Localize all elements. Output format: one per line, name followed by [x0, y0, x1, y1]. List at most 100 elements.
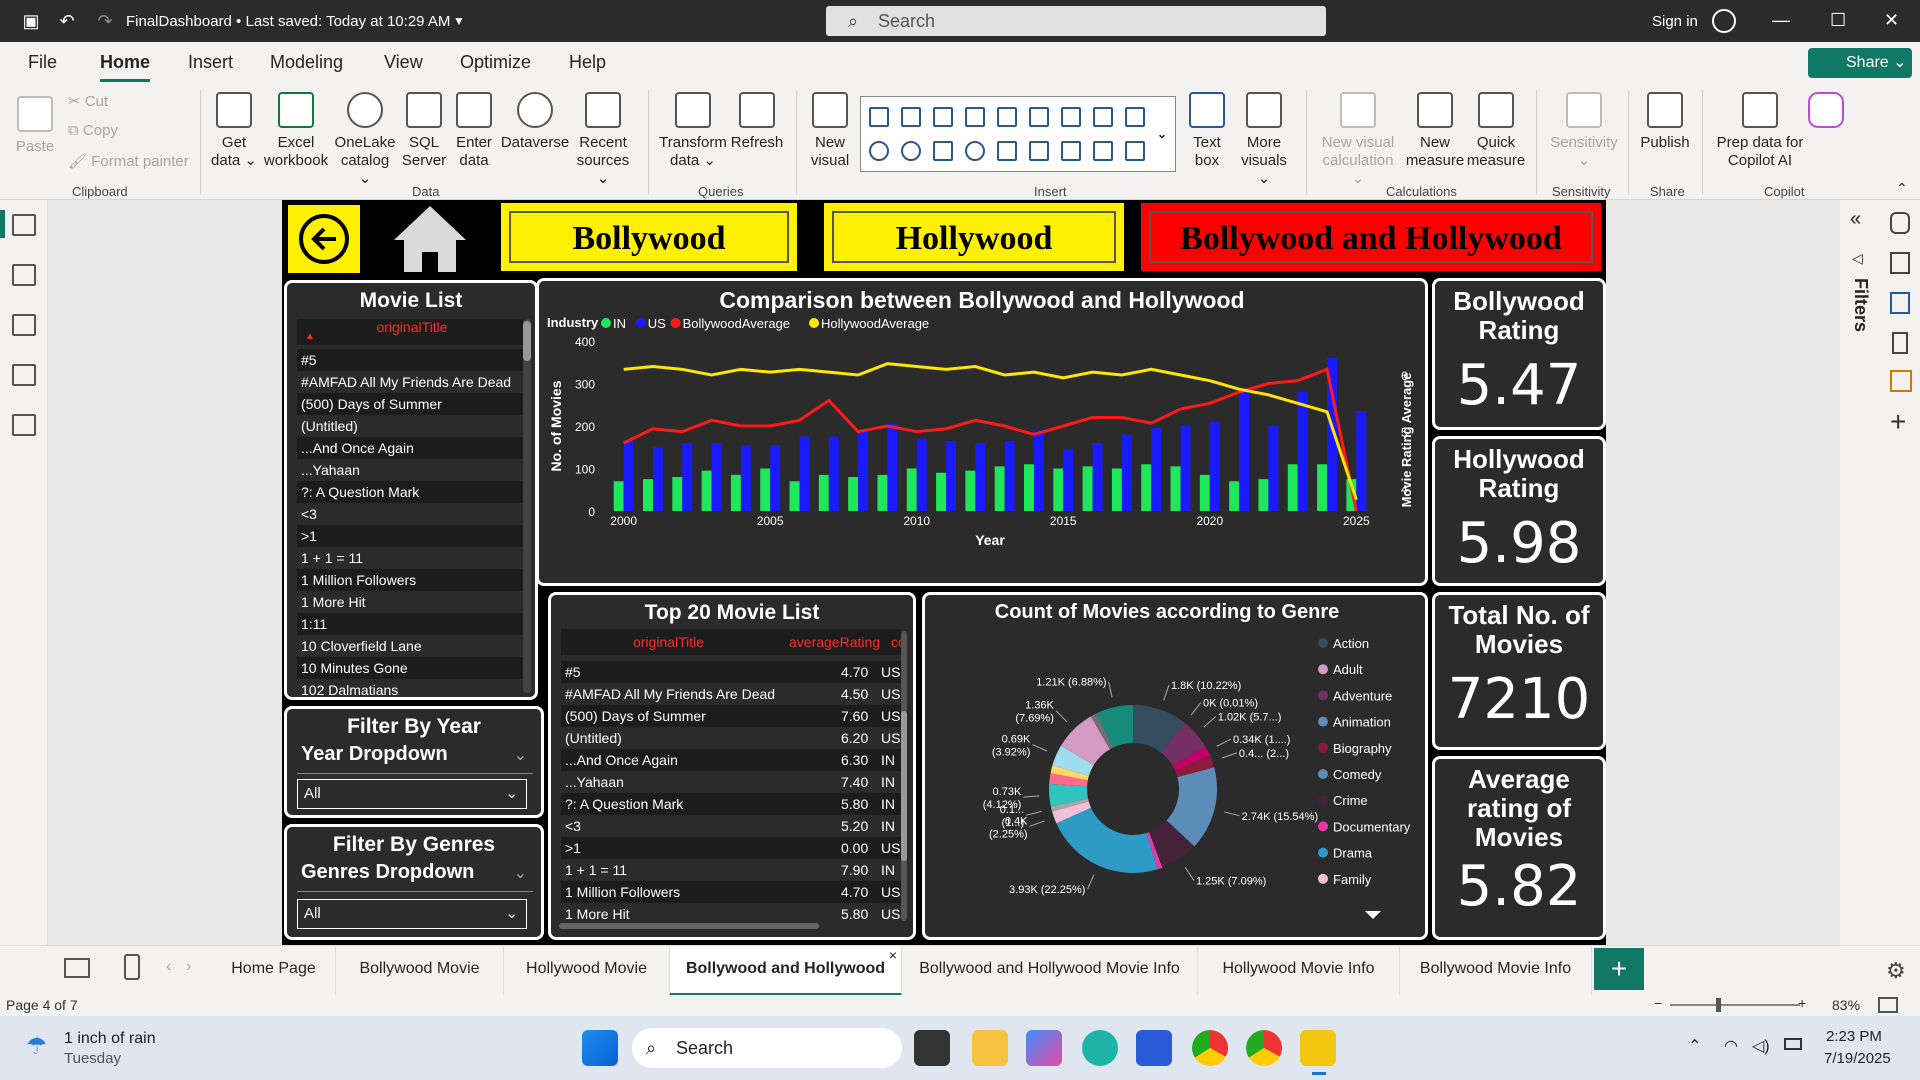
copilot-taskbar-icon[interactable]: [1026, 1030, 1062, 1066]
redo-icon[interactable]: ↷: [97, 11, 113, 31]
card-icon[interactable]: [1029, 141, 1049, 161]
movie-list[interactable]: #5 #AMFAD All My Friends Are Dead (500) Da…: [297, 349, 527, 697]
selection-pane-icon[interactable]: [1890, 370, 1912, 392]
fit-to-page-icon[interactable]: [1878, 997, 1898, 1013]
publish-button[interactable]: Publish: [1636, 92, 1694, 152]
table-row[interactable]: (500) Days of Summer 7.60 US: [561, 705, 901, 727]
copy-button[interactable]: ⧉ Copy: [68, 122, 118, 139]
table-row[interactable]: 1 More Hit 5.80 US: [561, 903, 901, 925]
list-item[interactable]: ?: A Question Mark: [297, 481, 527, 503]
slicer-icon[interactable]: [1061, 141, 1081, 161]
tab-bollywood-movie-info[interactable]: Bollywood Movie Info: [1400, 946, 1592, 996]
donut-chart-icon[interactable]: [901, 141, 921, 161]
avatar[interactable]: [1712, 9, 1736, 33]
filters-pane-toggle[interactable]: Filters: [1851, 278, 1871, 333]
zoom-in-icon[interactable]: +: [1798, 995, 1807, 1011]
new-visual-button[interactable]: New visual: [806, 92, 854, 170]
tab-bollywood-and-hollywood[interactable]: Bollywood and Hollywood ×: [670, 946, 902, 996]
add-page-button[interactable]: +: [1594, 948, 1644, 990]
undo-icon[interactable]: ↶: [59, 11, 75, 31]
desktop-layout-icon[interactable]: [64, 958, 90, 978]
model-view-icon[interactable]: [12, 314, 36, 336]
list-item[interactable]: 1 Million Followers: [297, 569, 527, 591]
menu-help[interactable]: Help: [569, 52, 607, 72]
minimize-icon[interactable]: —: [1772, 10, 1790, 30]
menu-home[interactable]: Home: [100, 52, 151, 82]
list-item[interactable]: (Untitled): [297, 415, 527, 437]
paste-button[interactable]: Paste: [12, 96, 58, 156]
menu-insert[interactable]: Insert: [188, 52, 234, 72]
stacked-bar-100-icon[interactable]: [997, 107, 1017, 127]
col-header-title[interactable]: originalTitle: [633, 634, 705, 650]
list-item[interactable]: 1 + 1 = 11: [297, 547, 527, 569]
bollywood-nav-button[interactable]: Bollywood: [498, 200, 800, 274]
excel-workbook-button[interactable]: Excel workbook: [260, 92, 332, 170]
zoom-level[interactable]: 83%: [1832, 997, 1861, 1013]
data-pane-icon[interactable]: [1890, 212, 1910, 234]
table-row[interactable]: ...Yahaan 7.40 IN: [561, 771, 901, 793]
clustered-bar-icon[interactable]: [933, 107, 953, 127]
table-visual-icon[interactable]: [1093, 141, 1113, 161]
list-item[interactable]: <3: [297, 503, 527, 525]
sensitivity-button[interactable]: Sensitivity ⌄: [1544, 92, 1624, 170]
list-item[interactable]: #AMFAD All My Friends Are Dead: [297, 371, 527, 393]
col-header-rating[interactable]: averageRating: [789, 634, 881, 650]
onelake-catalog-button[interactable]: OneLake catalog ⌄: [334, 92, 396, 188]
year-dropdown[interactable]: All ⌄: [297, 779, 527, 809]
bollywood-and-hollywood-nav-button[interactable]: Bollywood and Hollywood: [1138, 200, 1604, 274]
list-item[interactable]: 1:11: [297, 613, 527, 635]
line-chart-icon[interactable]: [1061, 107, 1081, 127]
stacked-column-icon[interactable]: [901, 107, 921, 127]
clustered-column-icon[interactable]: [965, 107, 985, 127]
close-icon[interactable]: ✕: [1884, 10, 1900, 30]
donut-chart[interactable]: 1.8K (10.22%) 0K (0.01%) 1.02K (5.7...) 0.3…: [925, 627, 1425, 937]
menu-view[interactable]: View: [384, 52, 423, 72]
visual-gallery[interactable]: ⌄: [860, 96, 1176, 172]
table-row[interactable]: 1 + 1 = 11 7.90 IN: [561, 859, 901, 881]
dataverse-button[interactable]: Dataverse: [500, 92, 570, 152]
visualizations-pane-icon[interactable]: [1890, 252, 1910, 274]
stacked-bar-icon[interactable]: [869, 107, 889, 127]
new-measure-button[interactable]: New measure: [1404, 92, 1466, 170]
transform-data-button[interactable]: Transform data ⌄: [658, 92, 728, 170]
wifi-icon[interactable]: ◠: [1724, 1038, 1738, 1055]
list-item[interactable]: ...Yahaan: [297, 459, 527, 481]
show-hidden-icons[interactable]: ⌃: [1688, 1038, 1702, 1055]
treemap-icon[interactable]: [933, 141, 953, 161]
chrome-profile-icon[interactable]: [1246, 1030, 1282, 1066]
weather-text[interactable]: 1 inch of rain: [64, 1030, 156, 1047]
clock-time[interactable]: 2:23 PM: [1826, 1028, 1882, 1045]
pie-chart-icon[interactable]: [869, 141, 889, 161]
table-row[interactable]: (Untitled) 6.20 US: [561, 727, 901, 749]
quick-measure-button[interactable]: Quick measure: [1466, 92, 1526, 170]
report-view-icon[interactable]: [12, 214, 36, 236]
tab-home-page[interactable]: Home Page: [212, 946, 336, 996]
share-button[interactable]: Share ⌄: [1808, 48, 1912, 78]
vertical-scrollbar[interactable]: [901, 631, 907, 921]
copilot-button[interactable]: [1806, 92, 1846, 134]
scrollbar[interactable]: [523, 319, 531, 693]
list-item[interactable]: 1 More Hit: [297, 591, 527, 613]
list-item[interactable]: 10 Cloverfield Lane: [297, 635, 527, 657]
list-item[interactable]: ...And Once Again: [297, 437, 527, 459]
format-pane-icon[interactable]: [1890, 292, 1910, 314]
table-row[interactable]: <3 5.20 IN: [561, 815, 901, 837]
save-icon[interactable]: ▣: [22, 11, 40, 31]
expand-panes-icon[interactable]: «: [1850, 208, 1862, 230]
list-item[interactable]: (500) Days of Summer: [297, 393, 527, 415]
table-row[interactable]: #5 4.70 US: [561, 661, 901, 683]
tab-hollywood-movie-info[interactable]: Hollywood Movie Info: [1198, 946, 1400, 996]
table-row[interactable]: 1 Million Followers 4.70 US: [561, 881, 901, 903]
sql-server-button[interactable]: SQL Server: [400, 92, 448, 170]
list-item[interactable]: #5: [297, 349, 527, 371]
document-title[interactable]: FinalDashboard • Last saved: Today at 10…: [126, 13, 451, 30]
table-row[interactable]: ...And Once Again 6.30 IN: [561, 749, 901, 771]
enter-data-button[interactable]: Enter data: [452, 92, 496, 170]
search-box[interactable]: ⌕ Search: [826, 6, 1326, 36]
text-box-button[interactable]: Text box: [1180, 92, 1234, 170]
table-row[interactable]: >1 0.00 US: [561, 837, 901, 859]
menu-modeling[interactable]: Modeling: [270, 52, 344, 72]
table-row[interactable]: #AMFAD All My Friends Are Dead 4.50 US: [561, 683, 901, 705]
combo-chart-icon[interactable]: [1125, 107, 1145, 127]
zoom-slider[interactable]: [1670, 1004, 1800, 1006]
